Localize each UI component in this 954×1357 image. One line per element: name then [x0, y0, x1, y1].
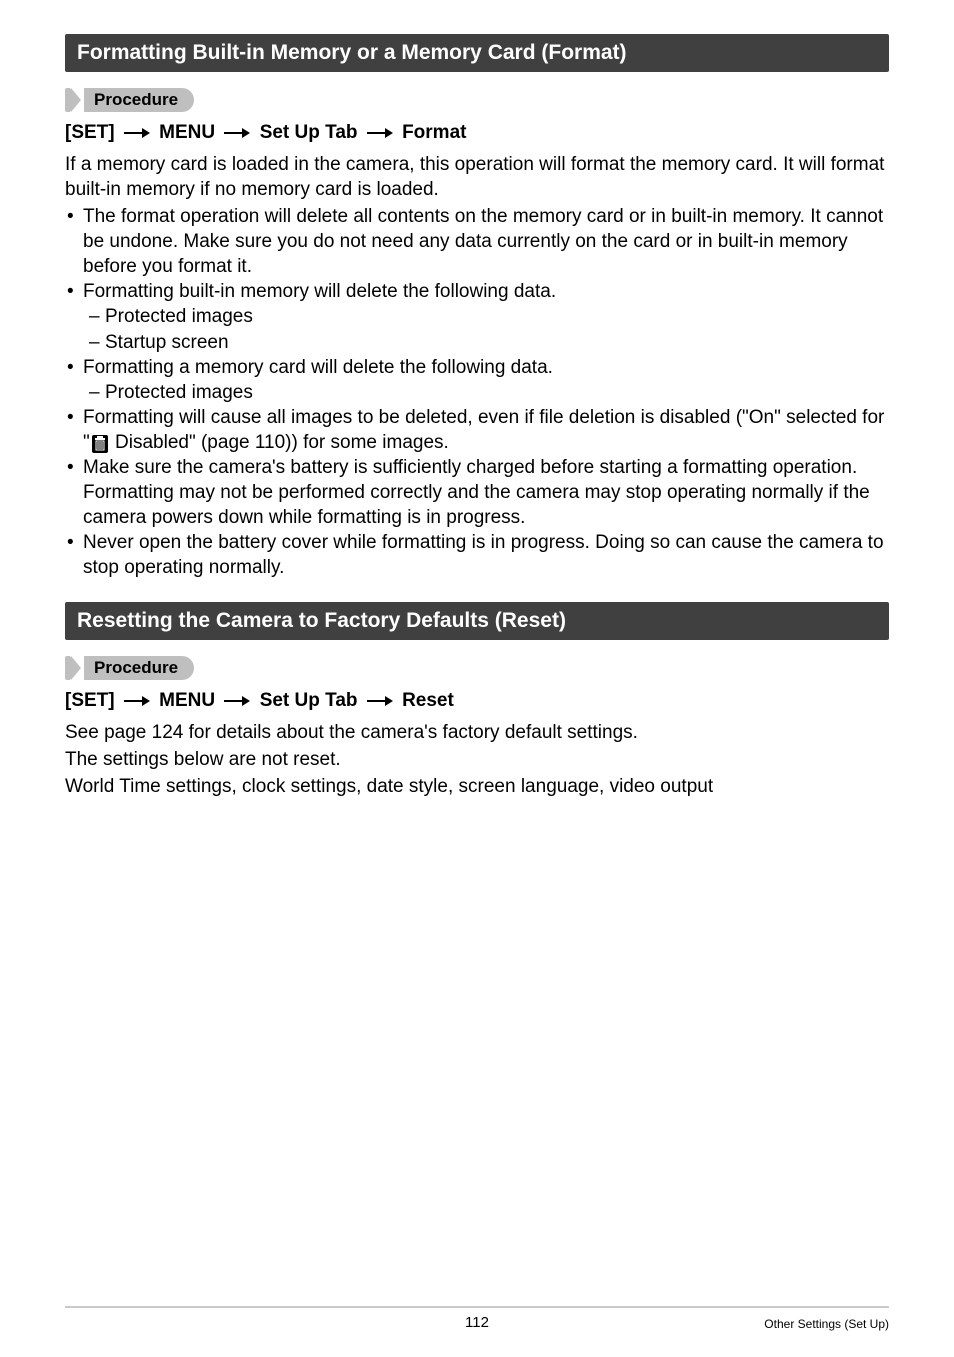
- bullet-item: Never open the battery cover while forma…: [65, 530, 889, 580]
- path-part: MENU: [159, 122, 215, 143]
- footer-section-label: Other Settings (Set Up): [614, 1317, 889, 1331]
- path-part: [SET]: [65, 690, 115, 711]
- arrow-icon: [224, 695, 250, 707]
- bullet-item: The format operation will delete all con…: [65, 204, 889, 279]
- bullet-list-format-cont: Formatting a memory card will delete the…: [65, 355, 889, 380]
- heading-text: Resetting the Camera to Factory Defaults…: [77, 609, 566, 632]
- path-part: Set Up Tab: [260, 122, 358, 143]
- bullet-item: Formatting will cause all images to be d…: [65, 405, 889, 455]
- section-gap: [65, 580, 889, 598]
- menu-path-reset: [SET] MENU Set Up Tab Reset: [65, 690, 889, 712]
- menu-path-format: [SET] MENU Set Up Tab Format: [65, 122, 889, 144]
- path-part: MENU: [159, 690, 215, 711]
- arrow-icon: [124, 695, 150, 707]
- procedure-chevron-icon: [71, 656, 85, 680]
- bullet-text-part-b: Disabled" (page 110)) for some images.: [110, 432, 449, 453]
- page-number: 112: [340, 1314, 615, 1331]
- trash-icon: [92, 435, 108, 453]
- procedure-label: Procedure: [84, 656, 194, 680]
- reset-line1: See page 124 for details about the camer…: [65, 720, 889, 745]
- footer-rule: [65, 1306, 889, 1308]
- page-footer: 112 Other Settings (Set Up): [65, 1306, 889, 1331]
- procedure-label-block-2: Procedure: [65, 656, 889, 680]
- bullet-list-format-cont2: Formatting will cause all images to be d…: [65, 405, 889, 581]
- arrow-icon: [124, 127, 150, 139]
- bullet-list-format: The format operation will delete all con…: [65, 204, 889, 304]
- bullet-item: Make sure the camera's battery is suffic…: [65, 455, 889, 530]
- bullet-item: Formatting built-in memory will delete t…: [65, 279, 889, 304]
- reset-line3: World Time settings, clock settings, dat…: [65, 774, 889, 799]
- path-part: Set Up Tab: [260, 690, 358, 711]
- path-part: Format: [402, 122, 466, 143]
- bullet-item: Formatting a memory card will delete the…: [65, 355, 889, 380]
- sub-item: Startup screen: [65, 330, 889, 355]
- procedure-label-block-1: Procedure: [65, 88, 889, 112]
- path-part: [SET]: [65, 122, 115, 143]
- path-part: Reset: [402, 690, 454, 711]
- heading-text: Formatting Built-in Memory or a Memory C…: [77, 41, 627, 64]
- sub-item: Protected images: [65, 304, 889, 329]
- section-heading-format: Formatting Built-in Memory or a Memory C…: [65, 34, 889, 72]
- procedure-chevron-icon: [71, 88, 85, 112]
- arrow-icon: [224, 127, 250, 139]
- page-container: Formatting Built-in Memory or a Memory C…: [0, 0, 954, 1357]
- reset-line2: The settings below are not reset.: [65, 747, 889, 772]
- section-heading-reset: Resetting the Camera to Factory Defaults…: [65, 602, 889, 640]
- sub-item: Protected images: [65, 380, 889, 405]
- arrow-icon: [367, 127, 393, 139]
- intro-text: If a memory card is loaded in the camera…: [65, 152, 889, 202]
- procedure-label: Procedure: [84, 88, 194, 112]
- footer-row: 112 Other Settings (Set Up): [65, 1314, 889, 1331]
- arrow-icon: [367, 695, 393, 707]
